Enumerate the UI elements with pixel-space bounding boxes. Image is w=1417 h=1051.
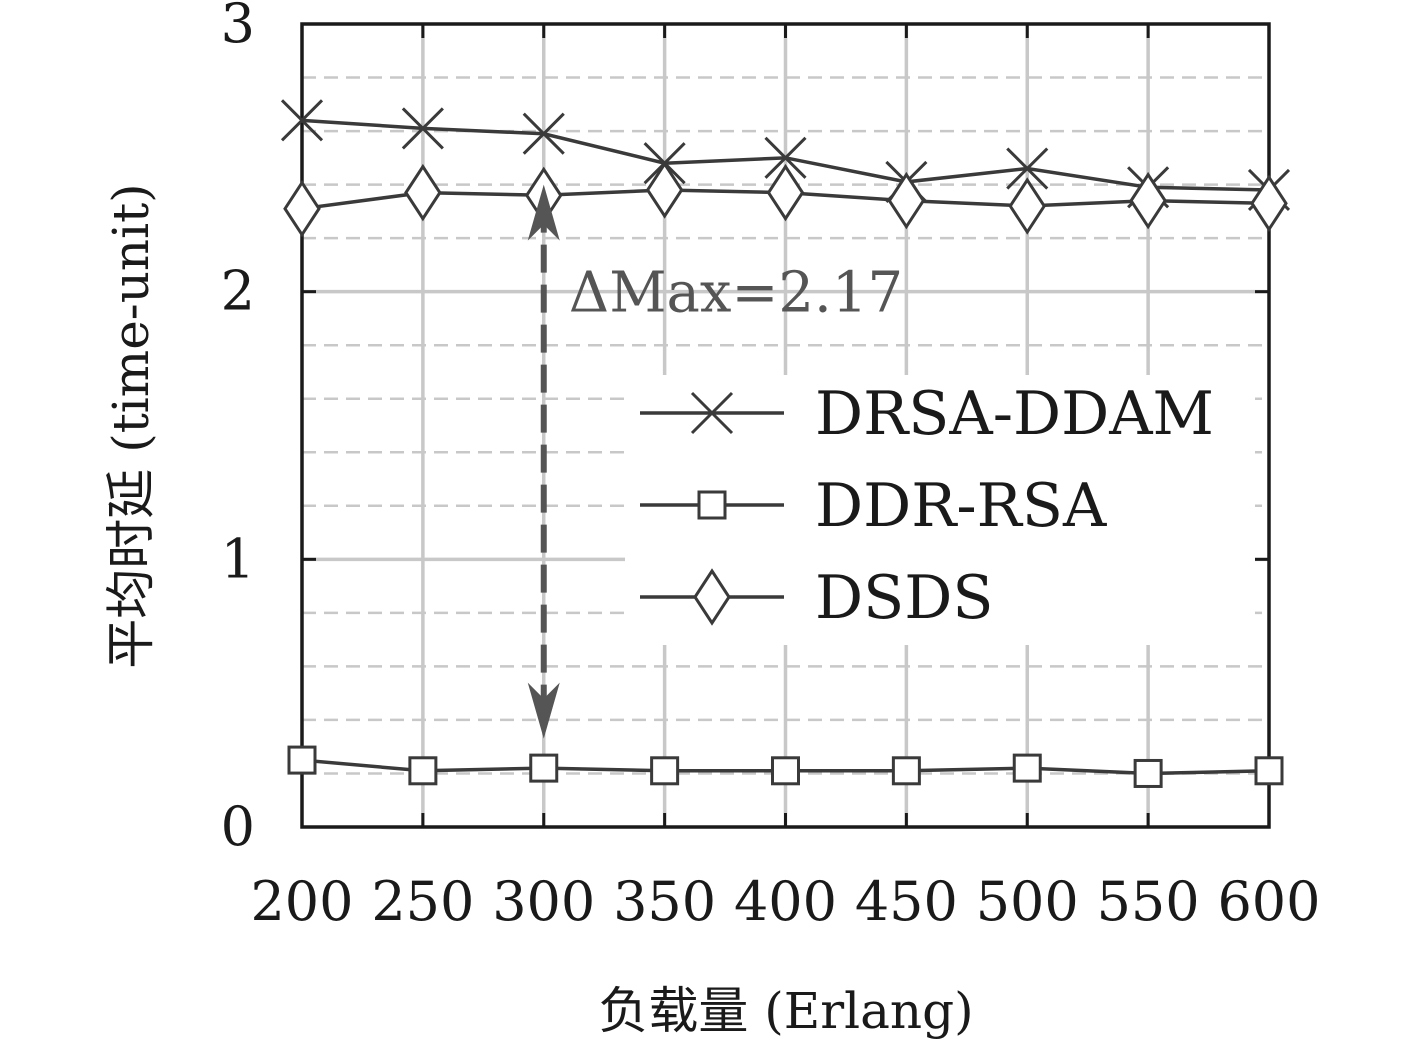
point-dsds [766,163,805,222]
point-dsds [404,163,442,222]
x-tick-label: 600 [1217,870,1320,933]
point-drsa-ddam [764,136,807,179]
y-tick-label: 0 [221,795,255,858]
x-tick-label: 500 [976,870,1079,933]
y-tick-label: 3 [221,0,255,55]
annotation-arrowhead-down [527,682,560,739]
x-tick-label: 400 [734,870,837,933]
annotation-label: ΔMax=2.17 [569,261,903,326]
legend-label: DRSA-DDAM [815,379,1214,449]
legend-marker [690,391,734,435]
series-layer [280,99,1291,788]
legend-label: DSDS [815,563,993,633]
legend-item-ddr-rsa: DDR-RSA [640,471,1107,541]
legend-label: DDR-RSA [815,471,1107,541]
point-ddr-rsa [771,756,800,786]
x-tick-label: 550 [1097,870,1200,933]
y-axis-title: 平均时延 (time-unit) [102,183,160,668]
point-drsa-ddam [280,99,324,142]
point-ddr-rsa [650,756,680,786]
x-tick-label: 250 [371,870,474,933]
point-ddr-rsa [529,753,559,783]
tick-labels: 200 250 300 350 400 450 500 550 600 0 1 2 3 [221,0,1321,933]
point-ddr-rsa [287,745,317,775]
legend-item-dsds: DSDS [640,563,993,633]
point-dsds [887,171,926,230]
point-dsds [283,179,321,238]
x-tick-label: 300 [492,870,595,933]
point-ddr-rsa [1254,756,1284,786]
annotation-arrowhead-up [527,184,560,241]
point-ddr-rsa [1133,758,1163,788]
legend-background [625,375,1255,645]
x-tick-label: 450 [855,870,958,933]
legend: DRSA-DDAM DDR-RSA DSDS [625,375,1255,645]
axes [300,22,1271,829]
x-tick-label: 200 [250,870,353,933]
series-ddr-rsa [287,745,1284,788]
point-dsds [1129,171,1167,230]
point-dsds [645,161,684,219]
point-drsa-ddam [522,112,565,155]
series-dsds [283,161,1288,238]
legend-marker [697,490,727,520]
x-tick-label: 350 [613,870,716,933]
point-dsds [1250,174,1288,233]
point-dsds [1008,177,1047,235]
annotation: ΔMax=2.17 [527,184,903,739]
legend-marker [693,568,731,626]
legend-item-drsa-ddam: DRSA-DDAM [640,379,1214,449]
point-ddr-rsa [1012,753,1042,783]
y-tick-label: 1 [221,527,255,590]
point-ddr-rsa [891,756,921,786]
point-drsa-ddam [1006,147,1049,190]
x-axis-title: 负载量 (Erlang) [598,982,973,1040]
point-drsa-ddam [401,107,444,150]
point-ddr-rsa [408,756,438,786]
y-tick-label: 2 [221,260,255,323]
